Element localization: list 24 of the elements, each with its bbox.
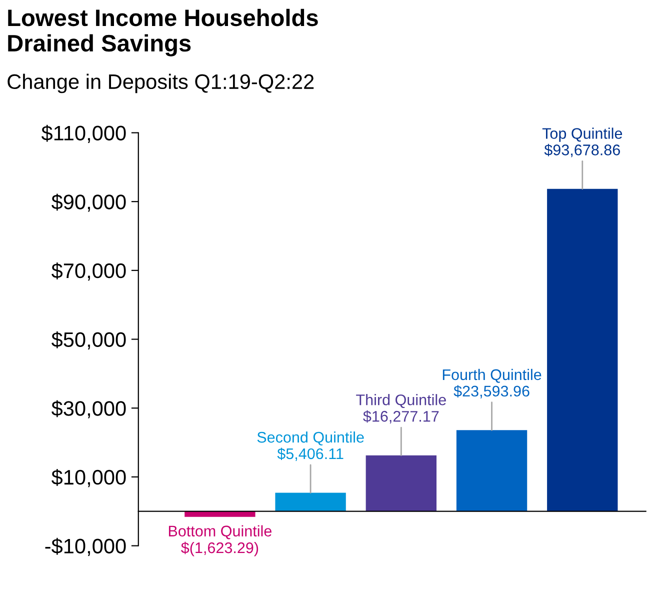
chart-subtitle: Change in Deposits Q1:19-Q2:22 xyxy=(8,74,314,94)
y-tick-label: $70,000 xyxy=(52,262,126,281)
bar xyxy=(366,455,437,512)
y-tick-label: $50,000 xyxy=(52,331,126,350)
y-tick-label: $110,000 xyxy=(41,124,126,143)
x-tick-label: Second Quintile xyxy=(257,431,364,446)
data-label: $5,406.11 xyxy=(277,448,344,461)
y-tick-label: $90,000 xyxy=(52,194,126,212)
bar xyxy=(275,492,346,512)
bar xyxy=(456,430,528,512)
data-label: $93,678.86 xyxy=(544,144,620,158)
data-label: $(1,623.29) xyxy=(181,542,258,556)
bar xyxy=(547,188,618,512)
x-tick-label: Fourth Quintile xyxy=(442,368,542,383)
y-tick-label: -$10,000 xyxy=(45,538,126,556)
chart-title: Lowest Income Households Drained Savings xyxy=(8,8,318,56)
y-tick-label: $10,000 xyxy=(52,469,126,488)
x-tick-label: Bottom Quintile xyxy=(168,525,272,540)
x-tick-label: Top Quintile xyxy=(542,128,622,142)
y-tick-label: $30,000 xyxy=(52,400,126,418)
x-tick-label: Third Quintile xyxy=(356,394,446,408)
data-label: $23,593.96 xyxy=(454,385,530,398)
data-label: $16,277.17 xyxy=(363,410,439,424)
bar xyxy=(184,511,256,517)
